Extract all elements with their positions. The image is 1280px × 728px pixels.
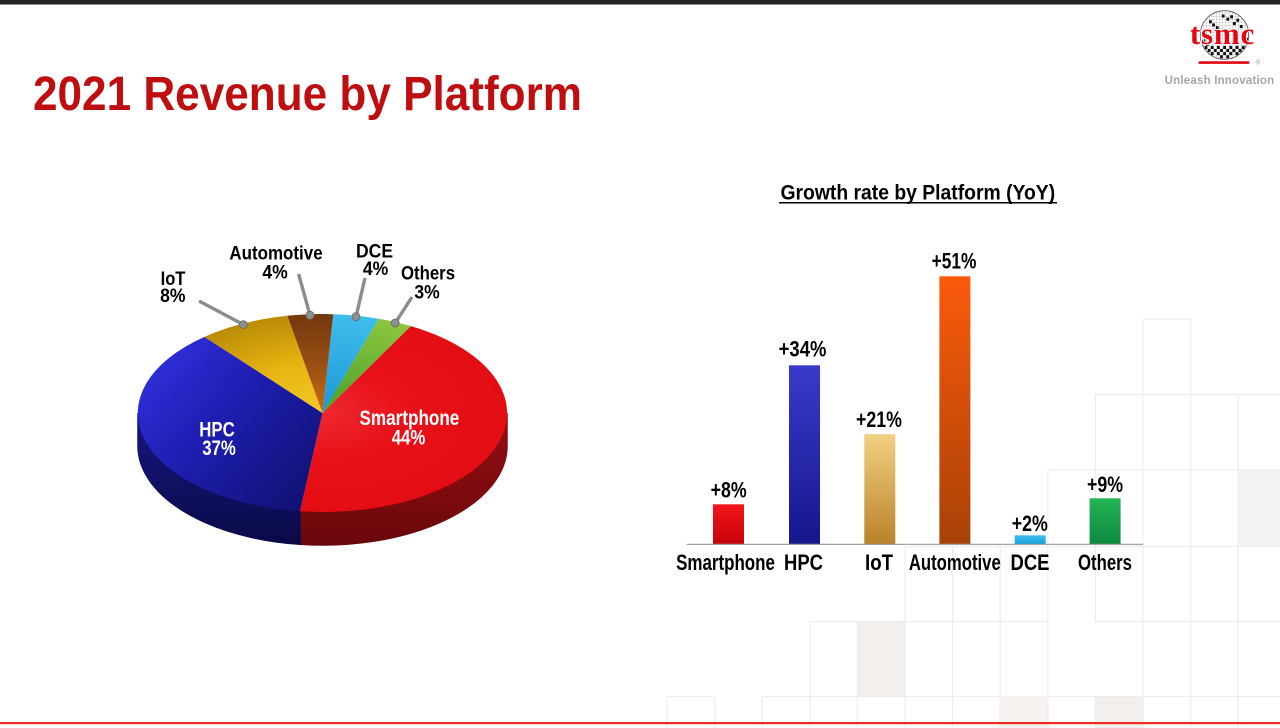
svg-text:IoT: IoT (865, 550, 893, 575)
svg-text:Smartphone: Smartphone (360, 408, 460, 431)
svg-text:Unleash Innovation: Unleash Innovation (1165, 75, 1275, 87)
svg-text:DCE: DCE (356, 240, 393, 262)
svg-text:HPC: HPC (199, 419, 235, 442)
svg-text:+8%: +8% (711, 479, 747, 503)
svg-text:Growth rate by Platform (YoY): Growth rate by Platform (YoY) (780, 181, 1055, 205)
svg-text:Smartphone: Smartphone (676, 551, 775, 576)
svg-text:+9%: +9% (1087, 473, 1123, 497)
svg-text:3%: 3% (414, 281, 439, 303)
svg-text:+51%: +51% (932, 249, 977, 274)
svg-text:+2%: +2% (1012, 512, 1048, 536)
svg-text:2021 Revenue by Platform: 2021 Revenue by Platform (33, 66, 582, 120)
svg-text:37%: 37% (202, 437, 236, 460)
svg-text:Others: Others (1078, 551, 1132, 576)
svg-text:DCE: DCE (1011, 550, 1050, 575)
svg-text:+21%: +21% (856, 408, 902, 432)
svg-text:Automotive: Automotive (229, 241, 322, 263)
svg-text:Others: Others (401, 262, 455, 283)
svg-text:44%: 44% (392, 427, 426, 450)
svg-text:8%: 8% (160, 284, 185, 306)
svg-text:+34%: +34% (779, 337, 827, 362)
svg-text:®: ® (1256, 60, 1261, 67)
svg-text:4%: 4% (363, 257, 388, 279)
svg-text:4%: 4% (262, 261, 287, 283)
svg-text:HPC: HPC (784, 550, 823, 575)
svg-text:IoT: IoT (161, 268, 186, 290)
svg-text:Automotive: Automotive (909, 551, 1001, 576)
svg-text:tsmc: tsmc (1190, 16, 1255, 51)
